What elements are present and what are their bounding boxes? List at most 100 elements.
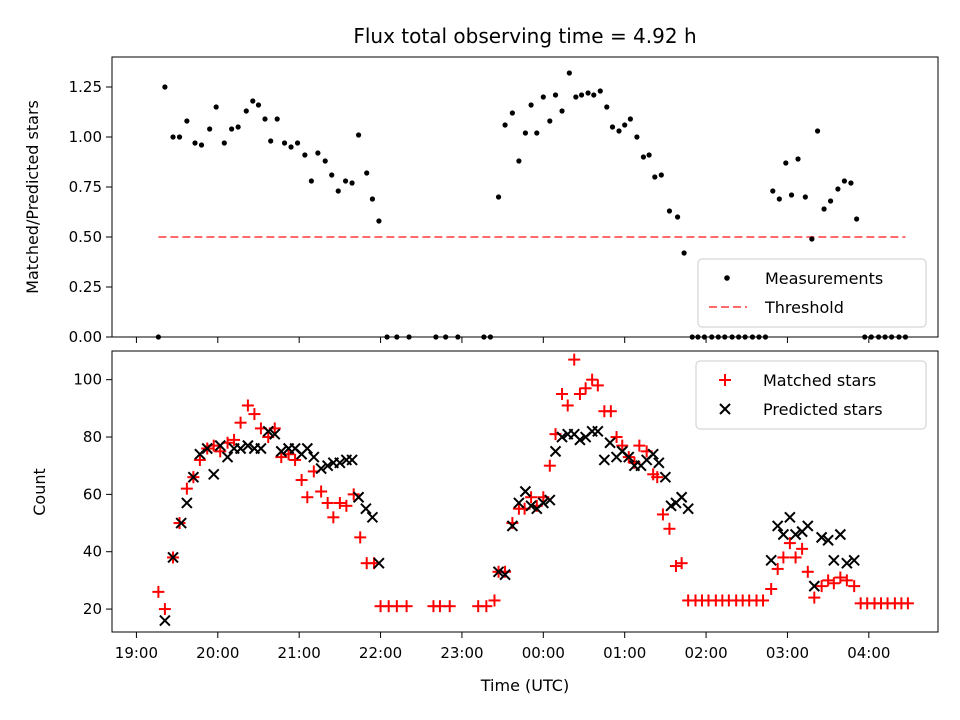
measurement-point [835,186,841,192]
measurement-point [221,140,227,146]
predicted-star-point [187,471,200,483]
matched-star-point [568,353,581,366]
matched-star-point [808,591,821,604]
measurement-point [294,140,301,146]
measurement-point [376,218,382,224]
matched-star-point [801,565,814,578]
matched-star-point [579,382,592,395]
matched-star-point [443,600,456,613]
measurement-point [652,174,658,180]
measurement-point [674,214,681,220]
predicted-star-point [373,557,385,569]
matched-star-point [241,399,254,412]
matched-star-point [275,451,288,464]
legend-measurements-marker [724,275,730,281]
matched-star-point [573,388,586,401]
matched-star-point [834,571,847,584]
matched-star-point [480,600,493,613]
predicted-star-point [525,500,537,512]
measurement-point [666,208,673,214]
matched-star-point [354,531,367,544]
predicted-star-point [789,528,802,541]
predicted-star-point [221,451,234,463]
predicted-star-point [334,457,346,469]
predicted-star-point [659,471,672,483]
matched-star-point [616,439,629,452]
matched-star-point [765,582,778,595]
measurement-point [162,84,168,90]
measurement-point [848,180,854,186]
measurement-point [274,116,280,122]
measurement-point [827,198,834,204]
predicted-star-point [167,551,179,564]
measurement-point [329,172,335,178]
matched-star-point [193,453,206,466]
predicted-star-point [815,531,828,544]
matched-star-point [783,537,796,550]
predicted-star-point [592,425,604,437]
predicted-star-point [574,434,586,446]
measurement-point [364,170,370,176]
matched-star-point [675,557,688,570]
predicted-star-point [301,442,314,455]
matched-star-point [561,399,574,412]
predicted-star-point [808,580,821,592]
predicted-star-point [834,528,847,541]
predicted-star-point [492,566,505,578]
measurement-point [783,160,789,166]
matched-star-point [586,373,599,386]
predicted-star-point [194,448,206,460]
measurement-point [547,118,553,124]
measurement-point [627,116,633,122]
predicted-star-point [556,431,568,443]
matched-star-point [771,562,784,575]
measurement-point [198,142,205,148]
measurement-point [585,90,591,96]
predicted-star-point [242,439,254,452]
predicted-star-point [159,614,171,627]
predicted-star-point [653,457,665,469]
matched-star-point [340,499,353,512]
bottom-y-tick-label: 40 [83,543,102,561]
x-tick-label: 02:00 [684,644,727,662]
matched-star-point [757,594,770,607]
measurement-point [559,108,565,114]
measurement-point [349,180,355,186]
bottom-legend: Matched stars Predicted stars [695,360,927,430]
x-tick-label: 22:00 [359,644,402,662]
measurement-point [235,124,241,130]
measurement-point [268,138,274,144]
measurement-point [255,102,262,108]
predicted-star-point [675,491,688,503]
measurement-point [315,150,321,156]
predicted-star-point [784,511,796,524]
predicted-star-point [777,528,790,541]
measurement-point [184,118,190,124]
matched-star-point [604,405,617,418]
measurement-point [821,206,827,212]
predicted-star-point [360,502,372,515]
legend-matched-marker [719,374,731,386]
matched-star-point [656,508,669,521]
top-y-tick-label: 1.00 [69,128,102,146]
matched-star-point [796,542,809,555]
measurement-point [369,196,376,202]
matched-star-point [840,574,853,587]
matched-star-point [848,580,861,593]
predicted-star-point [537,497,550,509]
matched-star-point [400,600,413,613]
predicted-star-point [506,520,519,532]
predicted-star-point [181,497,193,509]
matched-star-point [321,496,334,509]
measurement-point [250,98,256,104]
matched-star-point [289,453,302,466]
predicted-star-point [366,511,379,524]
measurement-point [495,194,502,200]
top-y-axis: 0.00 0.25 0.50 0.75 1.00 1.25 [69,78,112,346]
matched-star-point [822,574,835,587]
matched-star-point [525,491,538,504]
matched-star-point [158,603,171,616]
measurement-point [170,134,176,140]
matched-star-point [295,474,308,487]
matched-star-point [669,560,682,573]
